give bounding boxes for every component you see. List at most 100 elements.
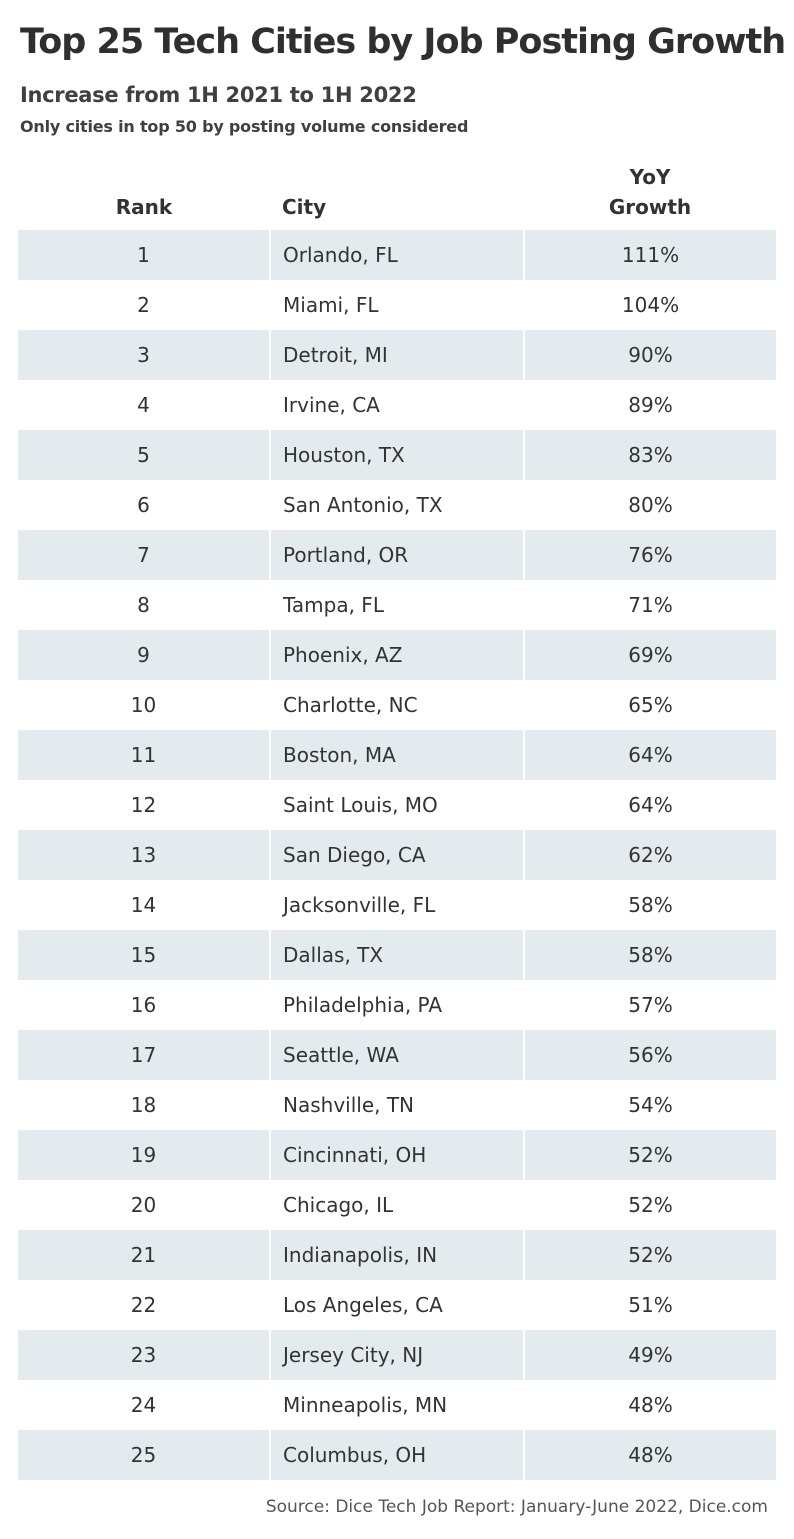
growth-cell: 104% xyxy=(621,293,680,317)
table-row: 24 Minneapolis, MN 48% xyxy=(18,1380,776,1430)
city-cell: Los Angeles, CA xyxy=(269,1280,525,1330)
rank-cell: 7 xyxy=(18,530,270,580)
table-row: 8 Tampa, FL 71% xyxy=(18,580,776,630)
table-body: 1 Orlando, FL 111% 2 Miami, FL 104% 3 Detroit, … xyxy=(18,230,776,1480)
table-row: 20 Chicago, IL 52% xyxy=(18,1180,776,1230)
city-cell: Jersey City, NJ xyxy=(269,1330,525,1380)
header-yoy-growth: YoY Growth xyxy=(608,165,692,219)
table-row: 6 San Antonio, TX 80% xyxy=(18,480,776,530)
growth-cell: 48% xyxy=(524,1430,776,1480)
chart-note: Only cities in top 50 by posting volume … xyxy=(20,117,469,136)
growth-cell: 52% xyxy=(524,1130,776,1180)
city-cell: Boston, MA xyxy=(269,730,525,780)
table-row: 11 Boston, MA 64% xyxy=(18,730,776,780)
rank-cell: 1 xyxy=(18,230,270,280)
city-cell: Houston, TX xyxy=(269,430,525,480)
growth-cell: 83% xyxy=(524,430,776,480)
growth-cell: 56% xyxy=(524,1030,776,1080)
rank-cell: 10 xyxy=(130,693,157,717)
growth-cell: 57% xyxy=(628,993,673,1017)
city-cell: Miami, FL xyxy=(269,280,525,330)
city-cell: Columbus, OH xyxy=(269,1430,525,1480)
growth-cell: 51% xyxy=(628,1293,673,1317)
growth-cell: 58% xyxy=(524,930,776,980)
city-cell: Philadelphia, PA xyxy=(269,980,525,1030)
table-row: 7 Portland, OR 76% xyxy=(18,530,776,580)
rank-cell: 24 xyxy=(130,1393,157,1417)
rank-cell: 22 xyxy=(130,1293,157,1317)
rank-cell: 20 xyxy=(130,1193,157,1217)
table-row: 22 Los Angeles, CA 51% xyxy=(18,1280,776,1330)
rank-cell: 4 xyxy=(137,393,150,417)
city-cell: San Diego, CA xyxy=(269,830,525,880)
table-row: 9 Phoenix, AZ 69% xyxy=(18,630,776,680)
rank-cell: 13 xyxy=(18,830,270,880)
table-row: 17 Seattle, WA 56% xyxy=(18,1030,776,1080)
growth-cell: 71% xyxy=(628,593,673,617)
city-cell: Cincinnati, OH xyxy=(269,1130,525,1180)
city-cell: San Antonio, TX xyxy=(269,480,525,530)
table-row: 16 Philadelphia, PA 57% xyxy=(18,980,776,1030)
source-note: Source: Dice Tech Job Report: January-Ju… xyxy=(265,1497,768,1517)
rank-cell: 8 xyxy=(137,593,150,617)
city-cell: Jacksonville, FL xyxy=(269,880,525,930)
growth-cell: 49% xyxy=(524,1330,776,1380)
growth-cell: 80% xyxy=(628,493,673,517)
rank-cell: 21 xyxy=(18,1230,270,1280)
city-cell: Phoenix, AZ xyxy=(269,630,525,680)
rank-cell: 2 xyxy=(137,293,150,317)
rank-cell: 18 xyxy=(130,1093,157,1117)
growth-cell: 64% xyxy=(524,730,776,780)
rank-cell: 16 xyxy=(130,993,157,1017)
table-row: 4 Irvine, CA 89% xyxy=(18,380,776,430)
header-city: City xyxy=(282,195,327,219)
table-row: 1 Orlando, FL 111% xyxy=(18,230,776,280)
rank-cell: 15 xyxy=(18,930,270,980)
rank-cell: 14 xyxy=(130,893,157,917)
growth-cell: 62% xyxy=(524,830,776,880)
growth-cell: 52% xyxy=(628,1193,673,1217)
table-header-row: Rank City YoY Growth xyxy=(18,150,776,230)
ranking-table-container: Rank City YoY Growth 1 Orlando, FL 111% 2 Mia… xyxy=(18,150,776,1480)
city-cell: Irvine, CA xyxy=(269,380,525,430)
table-row: 2 Miami, FL 104% xyxy=(18,280,776,330)
city-cell: Saint Louis, MO xyxy=(269,780,525,830)
ranking-table: Rank City YoY Growth 1 Orlando, FL 111% 2 Mia… xyxy=(18,150,776,1480)
city-cell: Charlotte, NC xyxy=(269,680,525,730)
growth-cell: 58% xyxy=(628,893,673,917)
growth-cell: 48% xyxy=(628,1393,673,1417)
rank-cell: 12 xyxy=(130,793,157,817)
city-cell: Nashville, TN xyxy=(269,1080,525,1130)
city-cell: Dallas, TX xyxy=(269,930,525,980)
table-row: 12 Saint Louis, MO 64% xyxy=(18,780,776,830)
chart-title: Top 25 Tech Cities by Job Posting Growth xyxy=(20,22,786,62)
table-row: 25 Columbus, OH 48% xyxy=(18,1430,776,1480)
table-row: 3 Detroit, MI 90% xyxy=(18,330,776,380)
table-row: 15 Dallas, TX 58% xyxy=(18,930,776,980)
growth-cell: 64% xyxy=(628,793,673,817)
growth-cell: 76% xyxy=(524,530,776,580)
growth-cell: 54% xyxy=(628,1093,673,1117)
rank-cell: 19 xyxy=(18,1130,270,1180)
rank-cell: 6 xyxy=(137,493,150,517)
table-row: 10 Charlotte, NC 65% xyxy=(18,680,776,730)
rank-cell: 17 xyxy=(18,1030,270,1080)
rank-cell: 23 xyxy=(18,1330,270,1380)
rank-cell: 3 xyxy=(18,330,270,380)
header-rank: Rank xyxy=(115,195,173,219)
rank-cell: 25 xyxy=(18,1430,270,1480)
table-row: 23 Jersey City, NJ 49% xyxy=(18,1330,776,1380)
rank-cell: 11 xyxy=(18,730,270,780)
growth-cell: 69% xyxy=(524,630,776,680)
rank-cell: 5 xyxy=(18,430,270,480)
city-cell: Detroit, MI xyxy=(269,330,525,380)
table-row: 14 Jacksonville, FL 58% xyxy=(18,880,776,930)
table-row: 18 Nashville, TN 54% xyxy=(18,1080,776,1130)
growth-cell: 65% xyxy=(628,693,673,717)
city-cell: Portland, OR xyxy=(269,530,525,580)
table-row: 13 San Diego, CA 62% xyxy=(18,830,776,880)
table-row: 19 Cincinnati, OH 52% xyxy=(18,1130,776,1180)
rank-cell: 9 xyxy=(18,630,270,680)
city-cell: Indianapolis, IN xyxy=(269,1230,525,1280)
